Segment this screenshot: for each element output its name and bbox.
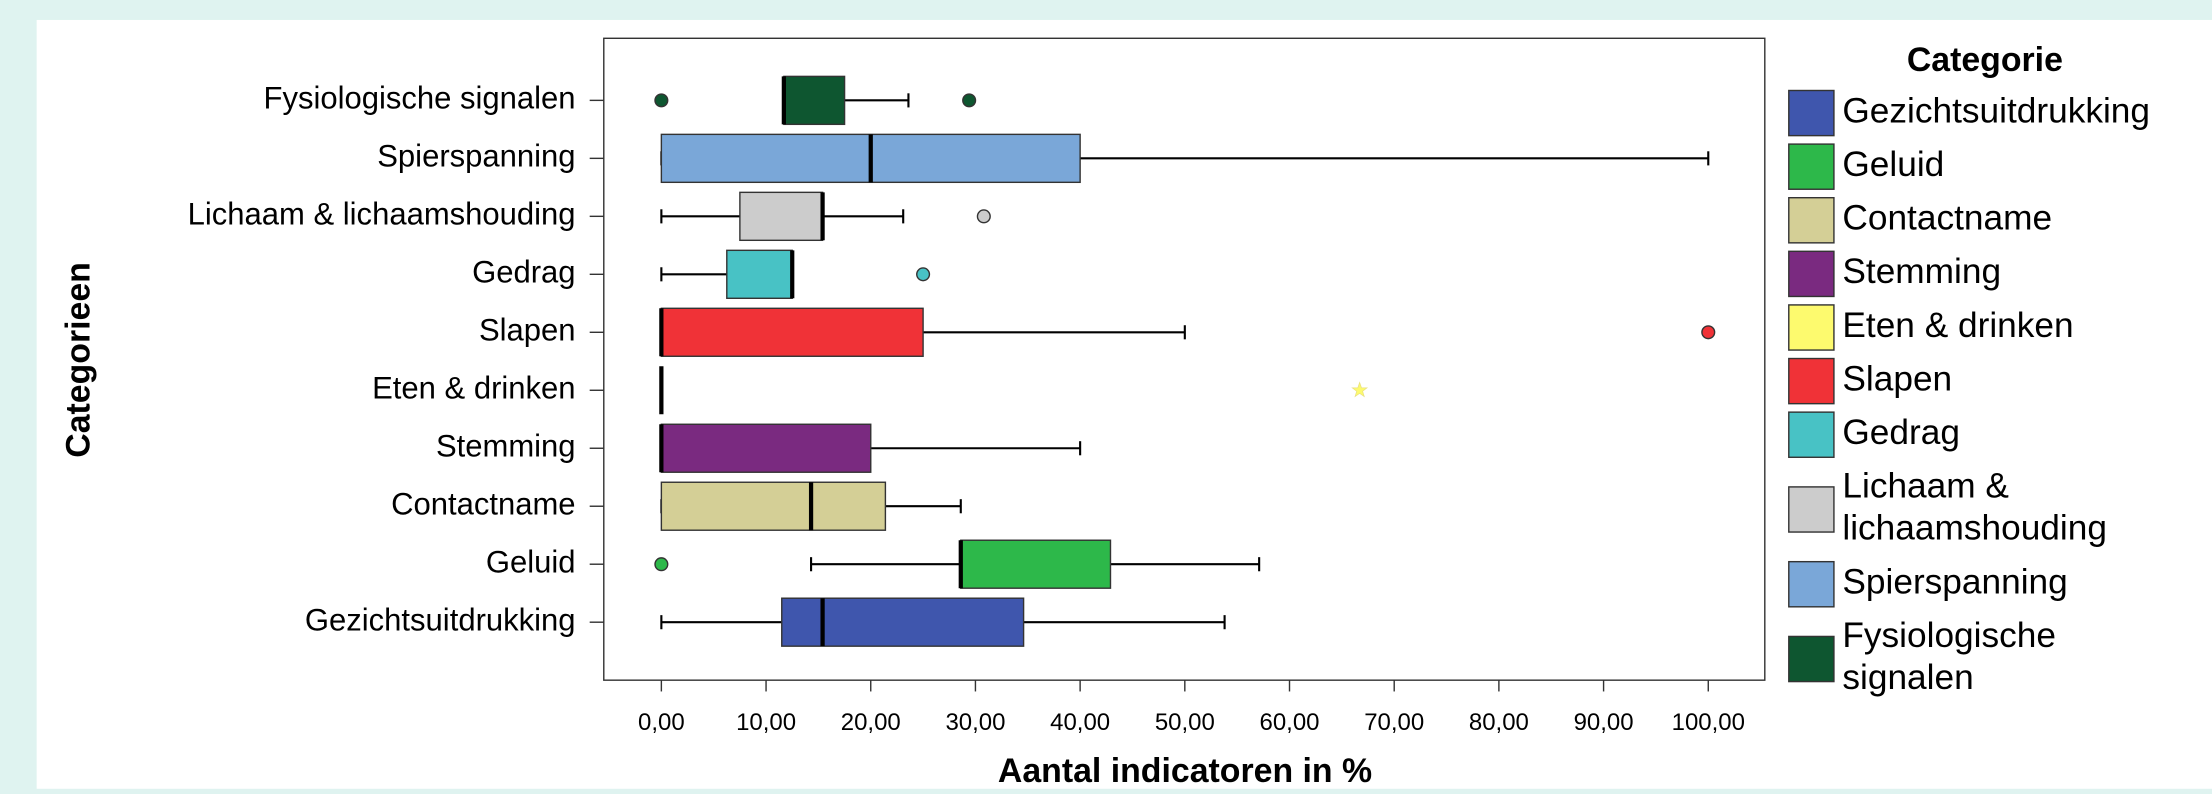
legend-swatch [1788, 357, 1835, 405]
x-tick-label: 80,00 [1469, 709, 1529, 736]
box [726, 249, 793, 299]
legend-swatch [1788, 560, 1835, 608]
y-tick-label: Lichaam & lichaamshouding [188, 197, 576, 232]
x-tick-label: 90,00 [1574, 709, 1634, 736]
box [739, 191, 824, 242]
x-axis-title: Aantal indicatoren in % [998, 752, 1372, 789]
outlier [654, 557, 669, 572]
legend-label: Eten & drinken [1842, 306, 2073, 345]
outlier [1351, 381, 1369, 398]
y-tick-label: Geluid [486, 544, 576, 579]
legend-label: Stemming [1842, 252, 2001, 291]
box [660, 481, 887, 531]
box-group [659, 423, 1082, 473]
box-group [660, 191, 991, 242]
outlier [654, 93, 669, 108]
box-group [660, 133, 1710, 184]
box [660, 307, 924, 357]
legend-label: Gezichtsuitdrukking [1842, 91, 2150, 130]
y-tick-label: Fysiologische signalen [264, 81, 576, 116]
x-tick-label: 20,00 [841, 709, 901, 736]
x-tick-label: 100,00 [1672, 709, 1745, 736]
y-tick-label: Gedrag [472, 255, 575, 290]
legend-swatch [1788, 197, 1835, 244]
y-tick-label: Spierspanning [377, 139, 575, 174]
box-group [659, 366, 1369, 415]
x-tick-label: 60,00 [1260, 709, 1320, 736]
legend-title: Categorie [1907, 41, 2063, 79]
box-group [654, 75, 977, 126]
legend-label: Spierspanning [1842, 563, 2067, 602]
legend-swatch [1788, 304, 1835, 351]
legend-swatch [1788, 635, 1835, 683]
box [960, 539, 1112, 589]
legend-label: Slapen [1842, 359, 1952, 398]
legend-swatch [1788, 486, 1835, 533]
legend-swatch [1788, 143, 1835, 190]
x-tick-label: 10,00 [736, 709, 796, 736]
y-tick-label: Slapen [479, 312, 576, 347]
outlier [976, 209, 991, 224]
x-tick-label: 50,00 [1155, 709, 1215, 736]
legend-swatch [1788, 250, 1835, 298]
y-tick-label: Contactname [391, 486, 575, 521]
box [781, 597, 1025, 647]
box-group [660, 481, 962, 531]
legend-swatch [1788, 89, 1835, 137]
box-group [660, 249, 931, 299]
legend-label: Fysiologische signalen [1842, 616, 2056, 697]
x-tick-label: 0,00 [638, 709, 685, 736]
box-group [660, 597, 1226, 647]
y-tick-label: Stemming [436, 428, 576, 463]
legend-label: Gedrag [1842, 413, 1960, 452]
legend-label: Lichaam & lichaamshouding [1842, 467, 2107, 548]
y-tick-label: Gezichtsuitdrukking [305, 602, 576, 637]
x-tick-label: 40,00 [1050, 709, 1110, 736]
legend-label: Geluid [1842, 145, 1944, 184]
box-group [654, 539, 1261, 589]
outlier [1701, 325, 1716, 340]
box-group [659, 307, 1716, 357]
legend-swatch [1788, 411, 1835, 458]
legend-label: Contactname [1842, 199, 2052, 238]
x-tick-label: 30,00 [945, 709, 1005, 736]
outlier [962, 93, 977, 108]
y-tick-label: Eten & drinken [372, 370, 575, 405]
outlier [916, 267, 931, 282]
y-axis-title: Categorieen [59, 262, 97, 458]
x-tick-label: 70,00 [1364, 709, 1424, 736]
box [783, 75, 846, 126]
box [660, 423, 872, 473]
